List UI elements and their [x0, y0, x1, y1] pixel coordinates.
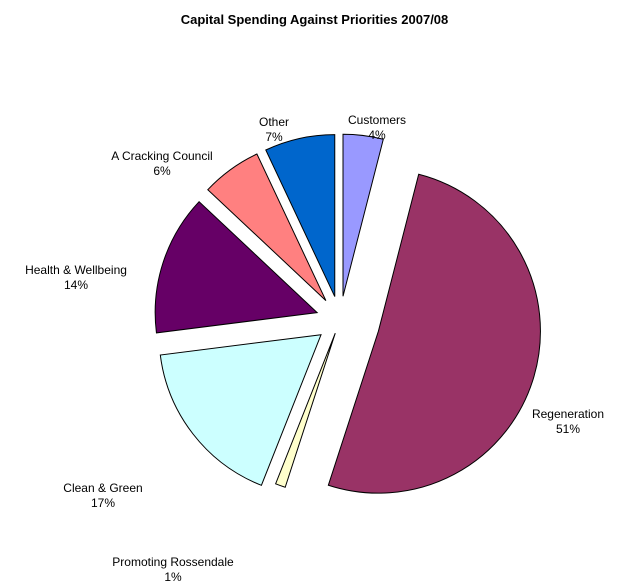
slice-name: Regeneration: [532, 407, 604, 421]
pie-slice-customers: [342, 133, 384, 297]
slice-name: Promoting Rossendale: [112, 555, 234, 569]
slice-label-promoting-rossendale: Promoting Rossendale 1%: [112, 555, 234, 584]
slice-percent: 14%: [64, 278, 88, 292]
slice-percent: 6%: [153, 164, 171, 178]
slice-label-clean-green: Clean & Green 17%: [63, 481, 142, 510]
slice-label-customers: Customers 4%: [348, 113, 406, 142]
slice-label-a-cracking-council: A Cracking Council 6%: [111, 149, 212, 178]
slice-label-health-wellbeing: Health & Wellbeing 14%: [25, 263, 127, 292]
pie-slice-health-wellbeing: [154, 200, 319, 334]
pie-slice-regeneration: [327, 173, 541, 494]
slice-name: Health & Wellbeing: [25, 263, 127, 277]
pie-slice-a-cracking-council: [207, 153, 327, 301]
slice-percent: 1%: [164, 570, 182, 584]
pie-slice-clean-green: [159, 334, 322, 486]
slice-name: Other: [259, 115, 289, 129]
slice-name: A Cracking Council: [111, 149, 212, 163]
slice-percent: 51%: [556, 422, 580, 436]
slice-percent: 17%: [91, 496, 115, 510]
pie-slice-promoting-rossendale: [274, 332, 336, 488]
slice-percent: 4%: [368, 128, 386, 142]
pie-slice-other: [265, 134, 336, 297]
slice-name: Customers: [348, 113, 406, 127]
slice-percent: 7%: [265, 130, 283, 144]
slice-label-other: Other 7%: [259, 115, 289, 144]
slice-name: Clean & Green: [63, 481, 142, 495]
slice-label-regeneration: Regeneration 51%: [532, 407, 604, 436]
chart-title: Capital Spending Against Priorities 2007…: [180, 12, 449, 27]
